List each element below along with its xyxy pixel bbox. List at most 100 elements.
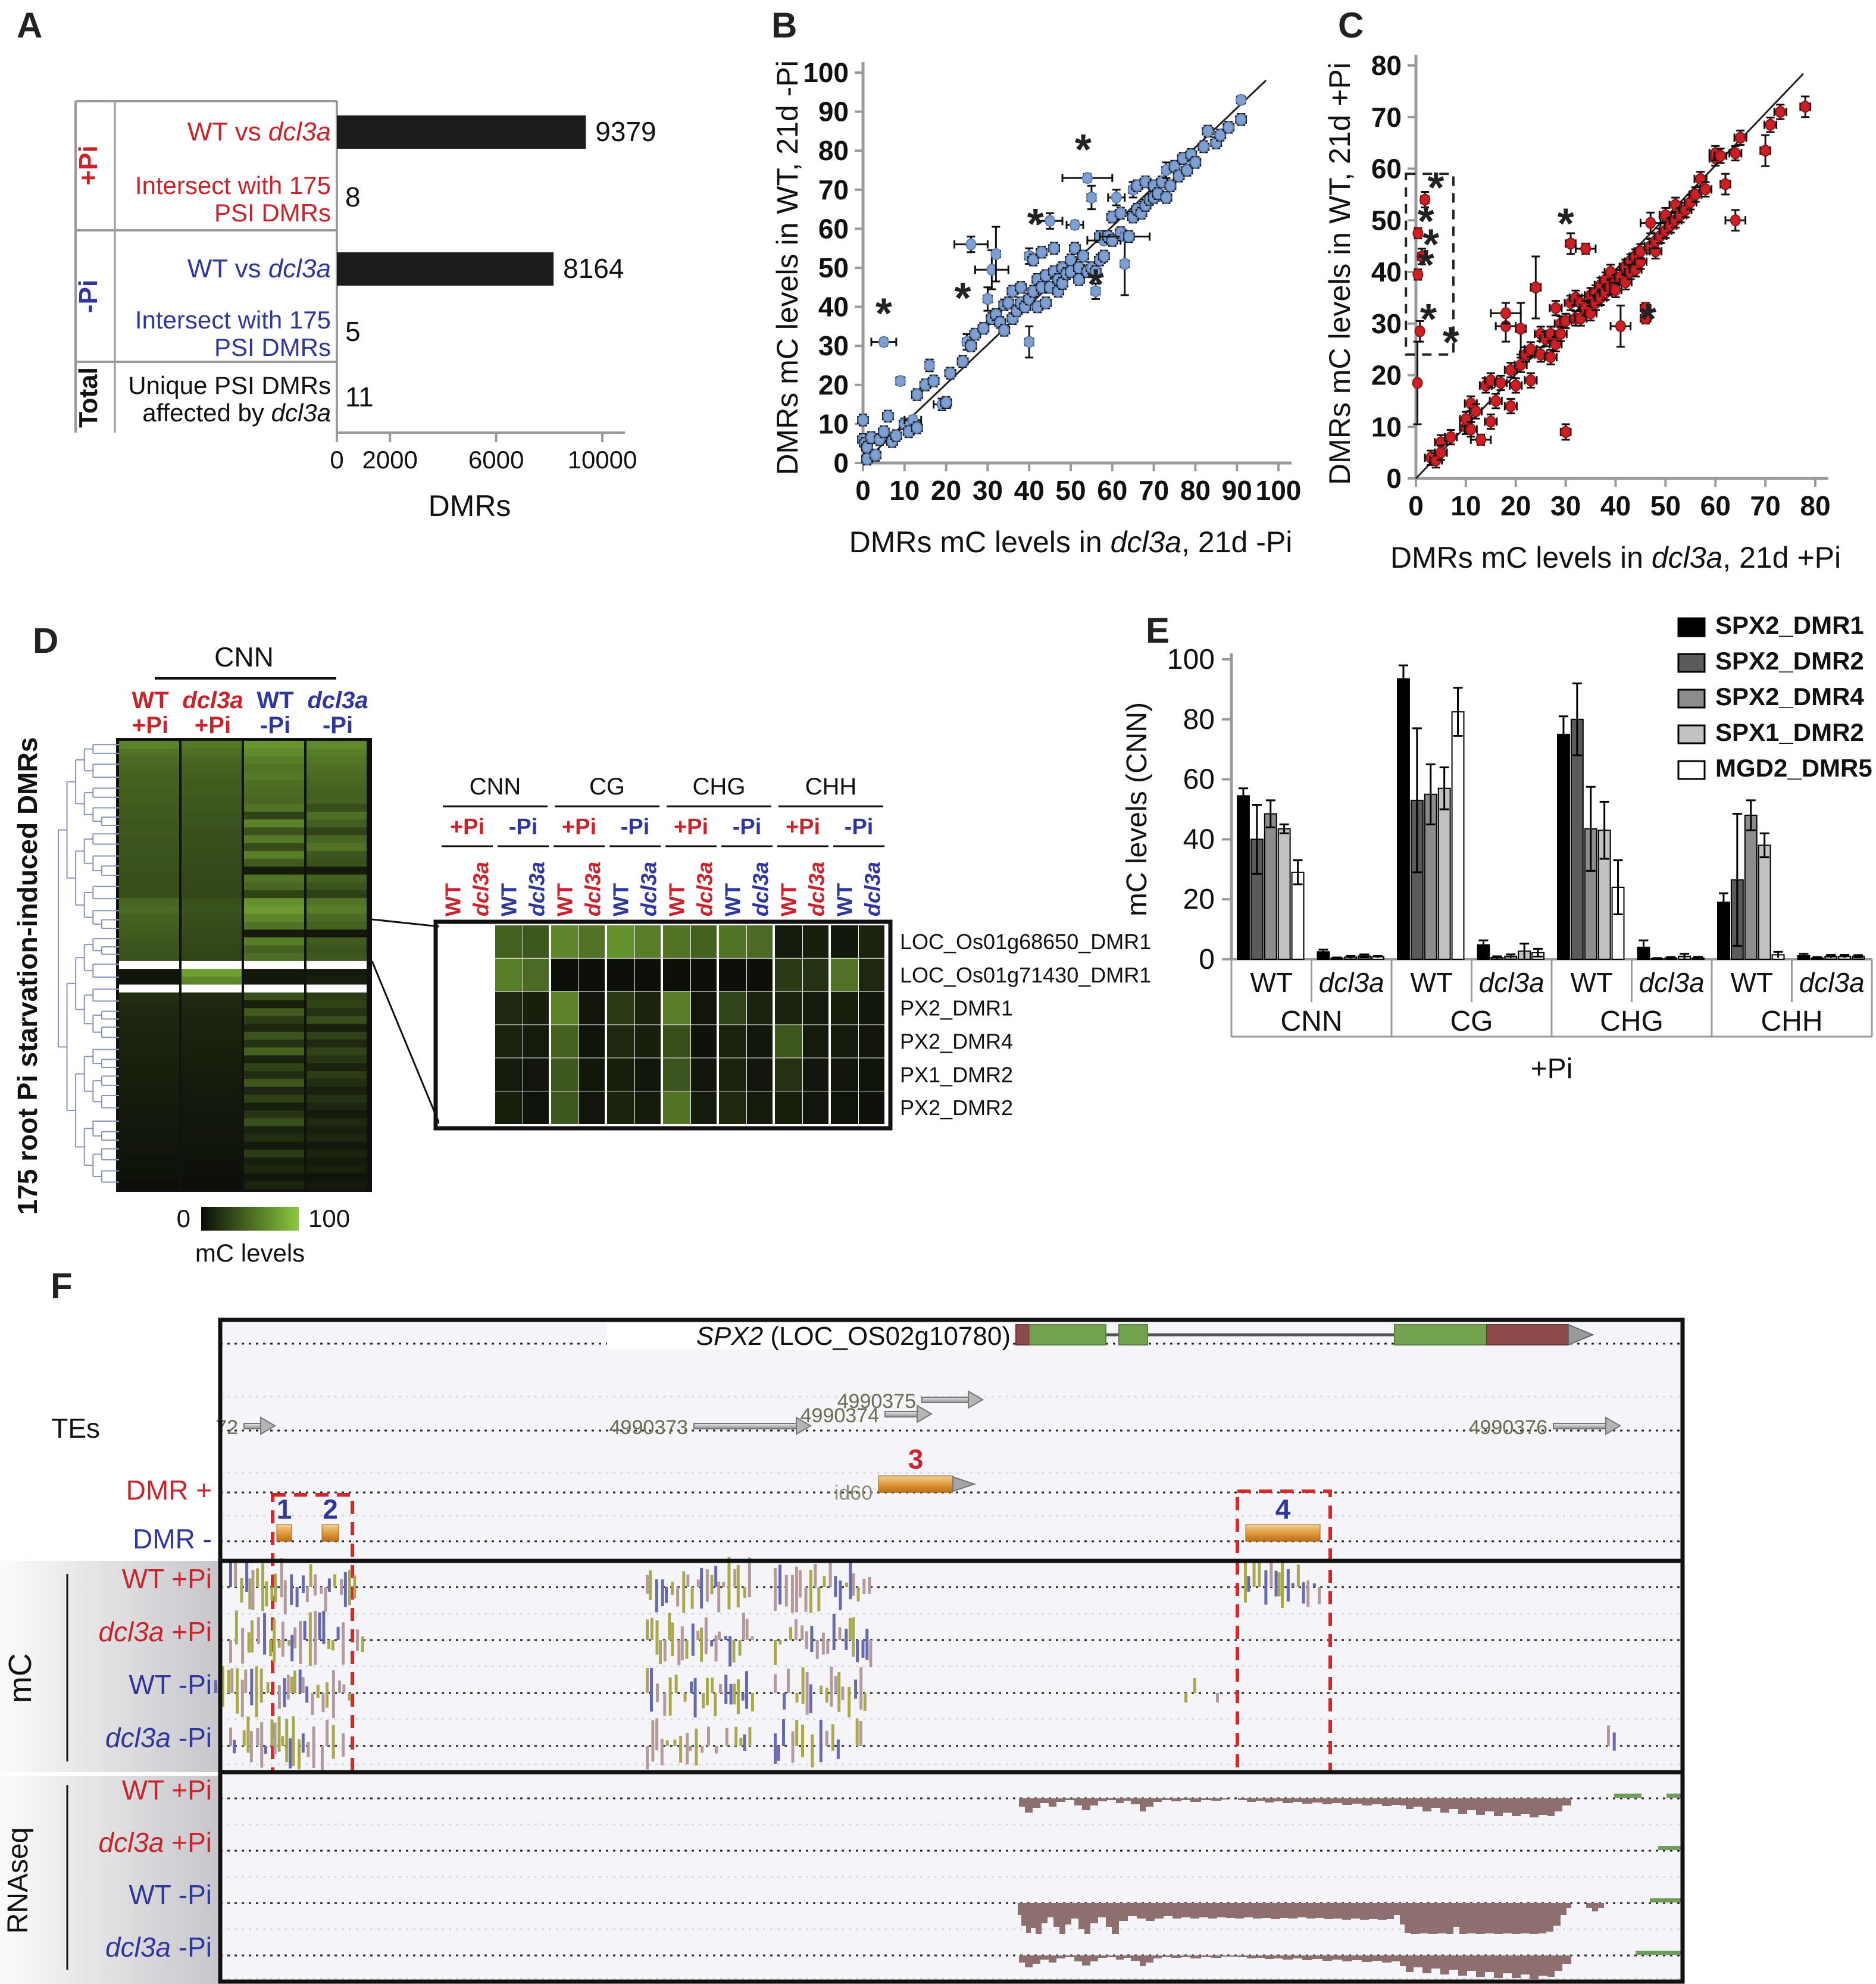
mc-tick-up xyxy=(849,1560,852,1587)
x-tick-label: 60 xyxy=(1097,475,1127,506)
scatter-point xyxy=(1719,173,1731,196)
heatmap-cell xyxy=(182,1000,242,1009)
inset-cell xyxy=(467,925,493,958)
mc-tick-up xyxy=(686,1574,690,1587)
data-point xyxy=(1165,180,1176,192)
heatmap-cell xyxy=(119,953,179,962)
heatmap-cell xyxy=(244,866,304,875)
heatmap-cell xyxy=(182,756,242,765)
inset-condition-header: +Pi xyxy=(786,815,820,840)
heatmap-cell xyxy=(119,890,179,899)
scatter-point xyxy=(977,321,990,335)
rnaseq-track-label: WT -Pi xyxy=(129,1879,212,1910)
bar xyxy=(1451,711,1465,960)
heatmap-cell xyxy=(307,882,367,891)
x-tick-label: 50 xyxy=(1055,475,1086,506)
heatmap-cell xyxy=(244,969,304,977)
mc-tick-down xyxy=(701,1693,705,1708)
inset-cell xyxy=(719,958,746,991)
mc-tick-up xyxy=(247,1632,251,1640)
mc-tick-down xyxy=(651,1746,655,1762)
mc-tick-up xyxy=(650,1617,654,1640)
mc-tick-up xyxy=(259,1668,263,1693)
mc-tick-down xyxy=(728,1640,732,1667)
mc-tick-down xyxy=(348,1587,351,1606)
mc-tick-up xyxy=(736,1679,740,1693)
scatter-point xyxy=(1056,277,1068,290)
mc-tick-up xyxy=(261,1563,265,1587)
inset-cell xyxy=(523,925,549,958)
legend-label: SPX1_DMR2 xyxy=(1715,718,1864,746)
inset-cell xyxy=(467,1025,493,1058)
mc-tick-up xyxy=(727,1557,731,1587)
heatmap-cell xyxy=(244,803,304,812)
heatmap-cell xyxy=(244,850,304,859)
mc-tick-up xyxy=(1258,1561,1261,1587)
data-point xyxy=(1545,351,1556,364)
inset-context-header: CG xyxy=(589,774,625,800)
mc-tick-up xyxy=(790,1575,794,1587)
mc-tick-down xyxy=(235,1693,239,1714)
label-part: +Pi xyxy=(164,1827,212,1858)
mc-tick-up xyxy=(257,1617,260,1640)
y-tick-label: 70 xyxy=(1371,102,1402,133)
inset-context-header: CHG xyxy=(693,774,746,800)
heatmap-cell xyxy=(244,930,304,938)
mc-tick-down xyxy=(693,1693,697,1718)
mc-tick-up xyxy=(705,1569,709,1587)
heatmap-cell xyxy=(244,1079,304,1087)
mc-tick-up xyxy=(227,1670,230,1693)
inset-cell xyxy=(803,991,828,1025)
panel-f-letter: F xyxy=(51,1266,73,1306)
mc-tick-up xyxy=(293,1670,296,1693)
heatmap-cell xyxy=(182,921,242,930)
heatmap-cell xyxy=(182,969,242,977)
scatter-point xyxy=(1412,227,1424,240)
heatmap-cell xyxy=(119,764,179,773)
heatmap-cell xyxy=(307,1110,367,1119)
mc-tick-up xyxy=(739,1738,743,1746)
label-part: -Pi xyxy=(171,1722,212,1753)
inset-cell xyxy=(831,1058,858,1091)
data-point xyxy=(1069,242,1080,255)
mc-tick-up xyxy=(301,1677,305,1693)
scatter-point xyxy=(870,336,898,348)
group-genotype-label: WT xyxy=(1250,967,1293,998)
mc-tick-down xyxy=(343,1587,347,1607)
y-tick-label: 40 xyxy=(1183,824,1215,855)
x-tick-label: 90 xyxy=(1222,475,1252,506)
mc-tick-up xyxy=(801,1667,805,1693)
data-point xyxy=(1045,215,1056,227)
heatmap-cell xyxy=(244,890,304,899)
mc-tick-down xyxy=(263,1640,267,1655)
mc-tick-up xyxy=(283,1678,286,1693)
scatter-point xyxy=(1693,171,1708,187)
scatter-point xyxy=(998,324,1011,337)
heatmap-cell xyxy=(182,1040,242,1048)
mc-tick-up xyxy=(665,1740,669,1746)
mc-track-label: dcl3a +Pi xyxy=(98,1616,212,1647)
inset-condition-header: +Pi xyxy=(674,815,708,840)
heatmap-cell xyxy=(182,913,242,922)
mc-tick-down xyxy=(314,1640,317,1665)
mc-tick-up xyxy=(281,1736,284,1746)
mc-tick-down xyxy=(259,1693,263,1703)
dmr-number: 1 xyxy=(277,1494,292,1525)
mc-tick-down xyxy=(320,1746,324,1773)
mc-tick-down xyxy=(865,1640,869,1660)
mc-tick-up xyxy=(340,1579,343,1587)
colorbar-label: mC levels xyxy=(195,1239,305,1267)
mc-tick-up xyxy=(263,1613,267,1640)
mc-tick-down xyxy=(848,1693,851,1717)
mc-tick-up xyxy=(1252,1561,1256,1587)
y-tick-label: 10 xyxy=(1371,411,1402,442)
mc-tick-down xyxy=(658,1640,662,1664)
mc-tick-down xyxy=(852,1640,855,1657)
scatter-point xyxy=(1069,242,1081,255)
inset-cell xyxy=(859,1058,884,1091)
mc-tick-down xyxy=(286,1693,290,1700)
mc-tick-up xyxy=(646,1575,649,1587)
scatter-point xyxy=(1414,320,1425,343)
x-tick-label: 20 xyxy=(1500,490,1531,521)
data-point xyxy=(1465,423,1477,436)
